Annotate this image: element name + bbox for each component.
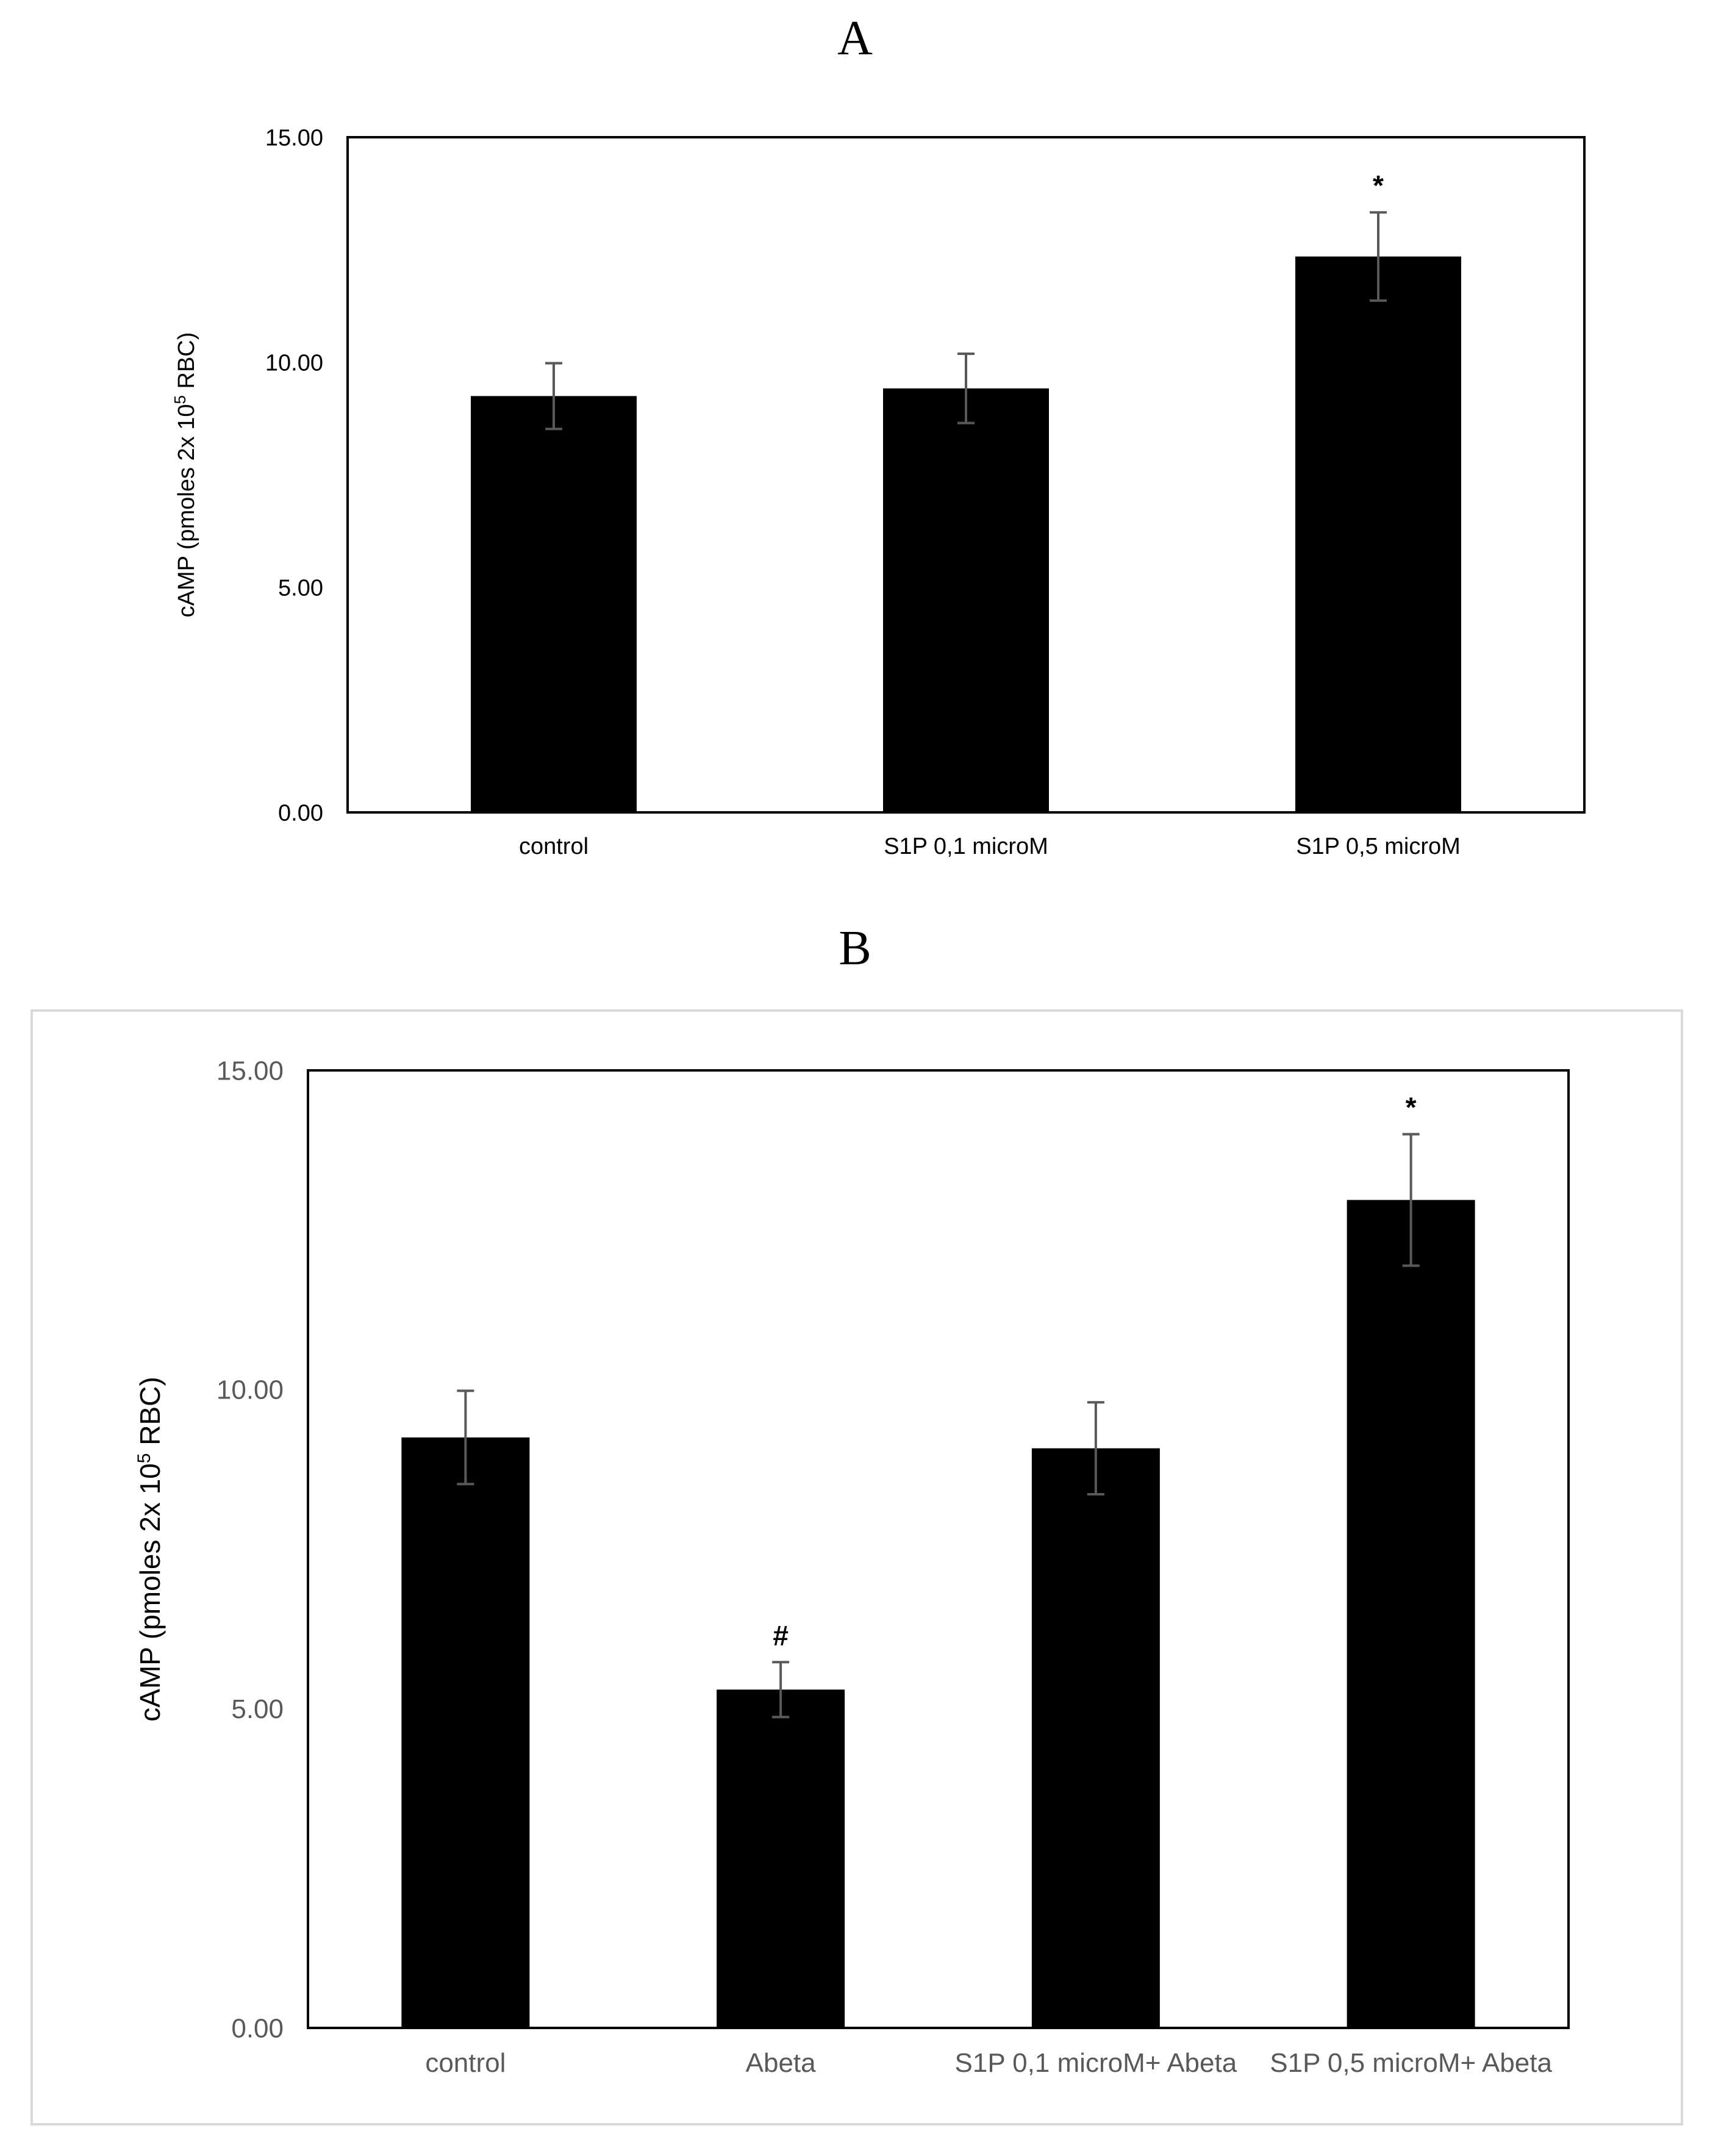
chart-a-category-label: control (519, 834, 588, 859)
chart-b-frame (30, 1009, 1683, 2126)
chart-a-bar (471, 396, 637, 812)
chart-b-y-tick-label: 10.00 (216, 1375, 284, 1405)
chart-b-y-tick-label: 15.00 (216, 1056, 284, 1086)
chart-a: 0.00 5.00 10.00 15.00 cAMP (pmoles 2x 105 RB… (171, 125, 1586, 859)
chart-b-category-label: S1P 0,1 microM+ Abeta (955, 2048, 1237, 2078)
chart-a-y-axis-label: cAMP (pmoles 2x 105 RBC) (171, 332, 199, 618)
chart-b-y-tick-label: 0.00 (231, 2013, 284, 2043)
chart-b-error-bar (772, 1661, 790, 1719)
chart-a-bar (1295, 256, 1461, 812)
chart-b-bar (401, 1437, 530, 2028)
chart-b-category-label: Abeta (746, 2048, 817, 2078)
chart-a-category-label: S1P 0,1 microM (884, 834, 1048, 859)
chart-b-bar (1031, 1448, 1160, 2028)
panel-label-a: A (837, 12, 873, 65)
chart-b-plot-frame (307, 1069, 1570, 2029)
chart-b-bar (717, 1689, 845, 2028)
chart-b-significance-mark: * (1406, 1092, 1417, 1123)
chart-b-category-label: S1P 0,5 microM+ Abeta (1270, 2048, 1552, 2078)
chart-a-y-tick-label: 5.00 (278, 575, 323, 601)
panel-label-b: B (839, 922, 871, 975)
chart-a-y-tick-label: 0.00 (278, 800, 323, 826)
chart-a-error-bar (545, 362, 562, 431)
chart-b-y-axis-label: cAMP (pmoles 2x 105 RBC) (134, 1377, 166, 1721)
chart-a-category-label: S1P 0,5 microM (1296, 834, 1461, 859)
chart-a-bar (883, 388, 1049, 812)
chart-b-y-tick-label: 5.00 (231, 1694, 284, 1724)
chart-b-error-bar (1402, 1133, 1420, 1267)
chart-b-significance-mark: # (773, 1619, 789, 1651)
chart-a-y-tick-label: 15.00 (265, 125, 323, 151)
chart-b-error-bar (457, 1389, 474, 1486)
chart-b-category-label: control (425, 2048, 506, 2078)
chart-a-significance-mark: * (1373, 170, 1384, 201)
chart-b-error-bar (1087, 1401, 1104, 1495)
chart-a-y-tick-label: 10.00 (265, 350, 323, 376)
chart-a-error-bar (957, 352, 975, 424)
chart-b-bar (1347, 1200, 1475, 2028)
chart-a-error-bar (1370, 211, 1387, 302)
chart-b: 0.00 5.00 10.00 15.00 cAMP (pmoles 2x 105 RB… (134, 1056, 1570, 2078)
